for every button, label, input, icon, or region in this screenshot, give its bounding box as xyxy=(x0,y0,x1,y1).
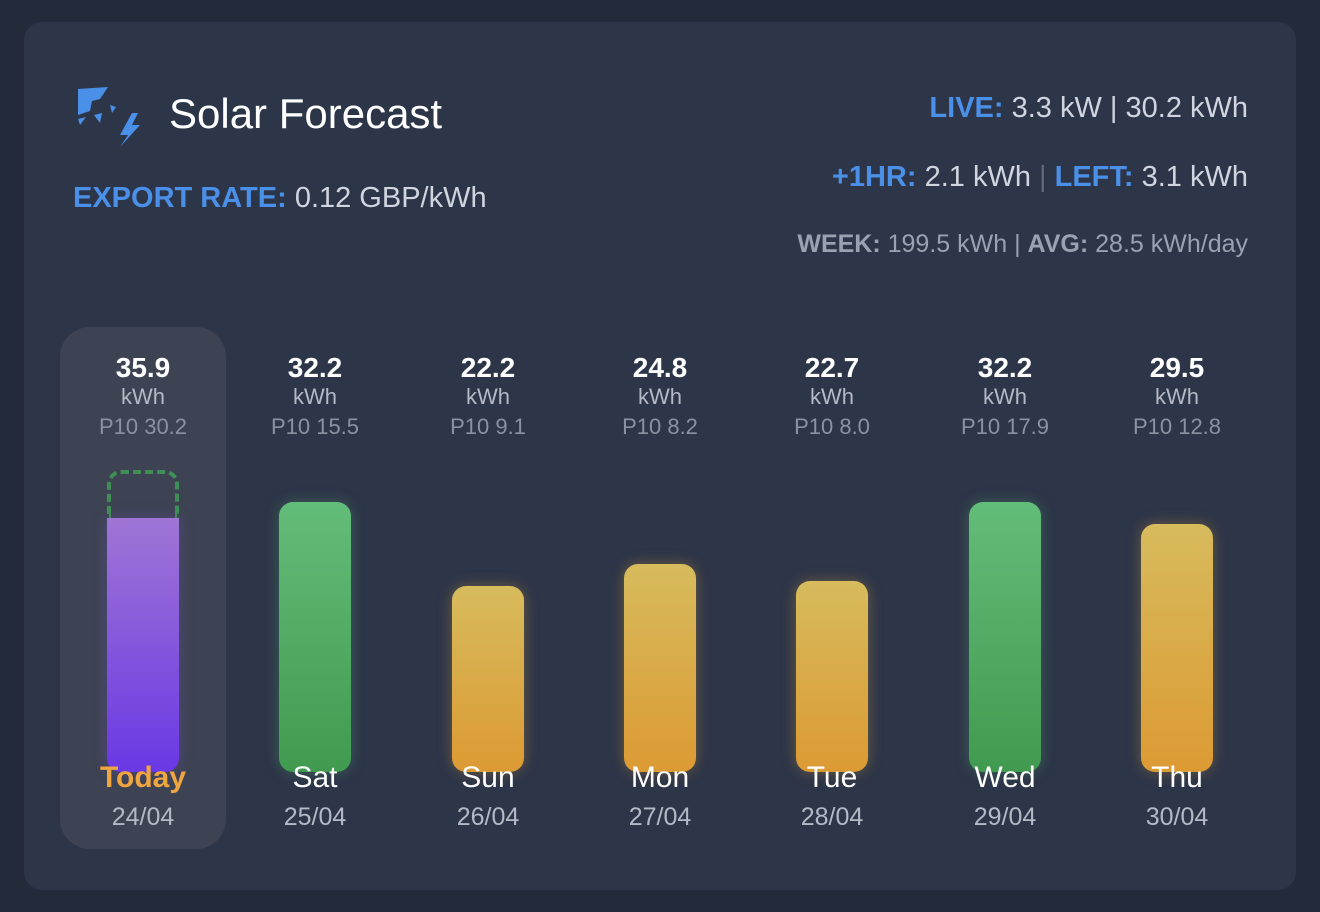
week-value: 199.5 kWh | xyxy=(887,230,1021,258)
avg-label: AVG: xyxy=(1027,230,1089,258)
p10-label: P10 8.2 xyxy=(622,414,698,439)
bar-unit-label: kWh xyxy=(121,384,165,409)
day-label: Sat xyxy=(292,761,338,794)
bar-column: 32.2 kWh P10 17.9 Wed 29/04 xyxy=(922,327,1088,857)
live-stats: LIVE: 3.3 kW | 30.2 kWh xyxy=(929,92,1248,125)
forecast-bar xyxy=(279,501,351,772)
plus-1hr-value: 2.1 kWh xyxy=(924,161,1031,193)
forecast-bar xyxy=(796,581,868,772)
day-label: Tue xyxy=(806,761,858,794)
bar-value-label: 32.2 xyxy=(287,352,343,383)
date-label: 26/04 xyxy=(456,803,520,831)
live-label: LIVE: xyxy=(929,92,1004,124)
stat-separator: | xyxy=(1039,161,1047,193)
plus-1hr-label: +1HR: xyxy=(831,161,917,193)
avg-value: 28.5 kWh/day xyxy=(1095,230,1248,258)
bar-column: 22.7 kWh P10 8.0 Tue 28/04 xyxy=(749,327,915,857)
date-label: 28/04 xyxy=(800,803,864,831)
hour-stats: +1HR: 2.1 kWh | LEFT: 3.1 kWh xyxy=(832,161,1248,194)
bar-value-label: 29.5 xyxy=(1149,352,1205,383)
export-rate-label: EXPORT RATE: xyxy=(73,182,287,214)
p10-label: P10 9.1 xyxy=(450,414,526,439)
page-title: Solar Forecast xyxy=(169,90,443,137)
bar-column: 32.2 kWh P10 15.5 Sat 25/04 xyxy=(232,327,398,857)
bar-column: 29.5 kWh P10 12.8 Thu 30/04 xyxy=(1094,327,1260,857)
left-label: LEFT: xyxy=(1054,161,1134,193)
bar-value-label: 35.9 xyxy=(115,352,171,383)
week-label: WEEK: xyxy=(797,230,881,258)
forecast-bar xyxy=(1141,524,1213,772)
bar-value-label: 32.2 xyxy=(977,352,1033,383)
date-label: 24/04 xyxy=(111,803,175,831)
bar-column: 35.9 kWh P10 30.2 Today 24/04 xyxy=(60,327,226,857)
date-label: 25/04 xyxy=(283,803,347,831)
forecast-outline xyxy=(107,470,179,519)
p10-label: P10 8.0 xyxy=(794,414,870,439)
left-value: 3.1 kWh xyxy=(1141,161,1248,193)
p10-label: P10 17.9 xyxy=(960,414,1050,439)
live-value: 3.3 kW | 30.2 kWh xyxy=(1011,92,1248,124)
bar-value-label: 22.2 xyxy=(460,352,516,383)
bar-unit-label: kWh xyxy=(638,384,682,409)
bar-column: 22.2 kWh P10 9.1 Sun 26/04 xyxy=(405,327,571,857)
bar-unit-label: kWh xyxy=(1155,384,1199,409)
p10-label: P10 12.8 xyxy=(1132,414,1222,439)
date-label: 27/04 xyxy=(628,803,692,831)
day-label: Today xyxy=(99,761,187,794)
forecast-bar xyxy=(969,501,1041,772)
bar-value-label: 22.7 xyxy=(804,352,860,383)
day-label: Sun xyxy=(461,761,515,794)
day-label: Thu xyxy=(1151,761,1203,794)
bar-unit-label: kWh xyxy=(983,384,1027,409)
solar-forecast-card: Solar Forecast EXPORT RATE: 0.12 GBP/kWh… xyxy=(24,22,1296,890)
p10-label: P10 30.2 xyxy=(98,414,188,439)
bar-value-label: 24.8 xyxy=(632,352,688,383)
day-label: Mon xyxy=(630,761,690,794)
week-stats: WEEK: 199.5 kWh | AVG: 28.5 kWh/day xyxy=(797,230,1248,259)
date-label: 30/04 xyxy=(1145,803,1209,831)
export-rate-value: 0.12 GBP/kWh xyxy=(294,182,487,214)
forecast-bar xyxy=(624,563,696,772)
day-label: Wed xyxy=(974,761,1036,794)
bar-unit-label: kWh xyxy=(293,384,337,409)
bar-column: 24.8 kWh P10 8.2 Mon 27/04 xyxy=(577,327,743,857)
bar-unit-label: kWh xyxy=(810,384,854,409)
forecast-bar xyxy=(452,585,524,772)
solar-bolt-icon xyxy=(78,87,140,147)
export-rate: EXPORT RATE: 0.12 GBP/kWh xyxy=(73,182,487,215)
date-label: 29/04 xyxy=(973,803,1037,831)
forecast-bar xyxy=(107,518,179,772)
p10-label: P10 15.5 xyxy=(270,414,360,439)
bar-unit-label: kWh xyxy=(466,384,510,409)
